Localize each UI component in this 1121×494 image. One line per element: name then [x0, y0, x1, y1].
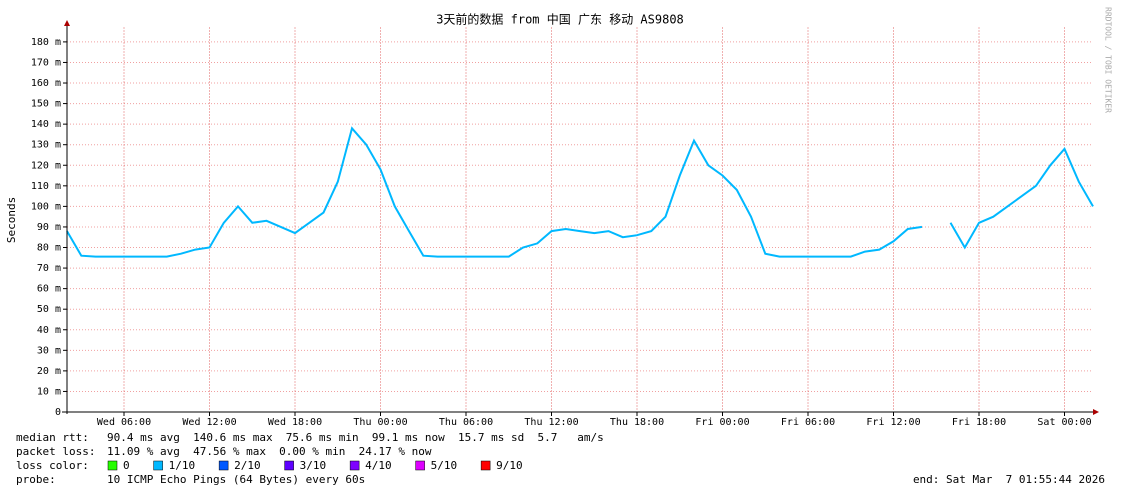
watermark: RRDTOOL / TOBI OETIKER: [1104, 7, 1113, 113]
y-tick-label: 20 m: [37, 366, 61, 377]
y-tick-label: 120 m: [31, 160, 61, 171]
x-tick-label: Thu 00:00: [353, 417, 407, 428]
y-tick-label: 10 m: [37, 386, 61, 397]
loss-swatch: [415, 460, 425, 471]
stat-label: loss color:: [16, 459, 89, 472]
loss-swatch: [349, 460, 360, 471]
y-arrow: [64, 20, 70, 26]
x-tick-label: Fri 12:00: [866, 417, 920, 428]
x-tick-label: Wed 12:00: [182, 417, 236, 428]
y-tick-label: 150 m: [31, 99, 61, 110]
stat-text: 10 ICMP Echo Pings (64 Bytes) every 60s: [107, 473, 365, 486]
y-tick-label: 50 m: [37, 304, 61, 315]
stats: median rtt: 90.4 ms avg 140.6 ms max 75.…: [16, 431, 1105, 486]
y-tick-label: 170 m: [31, 57, 61, 68]
y-tick-label: 70 m: [37, 263, 61, 274]
stat-label: probe:: [16, 473, 56, 486]
loss-label: 9/10: [496, 459, 523, 472]
x-arrow: [1093, 409, 1099, 415]
x-tick-label: Fri 00:00: [695, 417, 749, 428]
loss-swatch: [107, 460, 118, 471]
loss-swatch: [480, 460, 491, 471]
y-tick-label: 110 m: [31, 181, 61, 192]
y-tick-label: 40 m: [37, 325, 61, 336]
end-time: end: Sat Mar 7 01:55:44 2026: [913, 473, 1105, 486]
loss-swatch: [153, 460, 163, 471]
y-tick-label: 90 m: [37, 222, 61, 233]
y-tick-label: 100 m: [31, 201, 61, 212]
y-tick-label: 140 m: [31, 119, 61, 130]
loss-label: 5/10: [431, 459, 458, 472]
x-tick-label: Thu 18:00: [610, 417, 664, 428]
loss-label: 3/10: [300, 459, 327, 472]
y-axis-label: Seconds: [5, 197, 18, 243]
y-tick-label: 0: [55, 407, 61, 418]
y-tick-label: 180 m: [31, 37, 61, 48]
stat-label: median rtt:: [16, 431, 89, 444]
x-tick-label: Fri 06:00: [781, 417, 835, 428]
y-tick-label: 80 m: [37, 243, 61, 254]
stat-label: packet loss:: [16, 445, 95, 458]
chart-title: 3天前的数据 from 中国 广东 移动 AS9808: [436, 12, 684, 27]
loss-swatch: [284, 460, 294, 471]
y-tick-label: 60 m: [37, 284, 61, 295]
loss-label: 1/10: [169, 459, 196, 472]
x-tick-label: Sat 00:00: [1037, 417, 1091, 428]
median-line: [66, 126, 1094, 258]
y-tick-label: 160 m: [31, 78, 61, 89]
x-tick-label: Wed 06:00: [97, 417, 151, 428]
loss-label: 2/10: [234, 459, 261, 472]
loss-label: 0: [123, 459, 130, 472]
grid: [67, 27, 1093, 412]
x-tick-label: Thu 12:00: [524, 417, 578, 428]
stat-text: 90.4 ms avg 140.6 ms max 75.6 ms min 99.…: [107, 431, 604, 444]
loss-swatch: [218, 460, 229, 471]
axes: 0 10 m 20 m 30 m 40 m 50 m 60 m 70 m 80 m 90 m 100…: [31, 20, 1099, 428]
x-tick-label: Wed 18:00: [268, 417, 322, 428]
plot: [66, 126, 1094, 258]
loss-label: 4/10: [365, 459, 392, 472]
stat-text: 11.09 % avg 47.56 % max 0.00 % min 24.17…: [107, 445, 432, 458]
y-tick-label: 130 m: [31, 140, 61, 151]
x-tick-label: Thu 06:00: [439, 417, 493, 428]
x-tick-label: Fri 18:00: [952, 417, 1006, 428]
y-tick-label: 30 m: [37, 345, 61, 356]
